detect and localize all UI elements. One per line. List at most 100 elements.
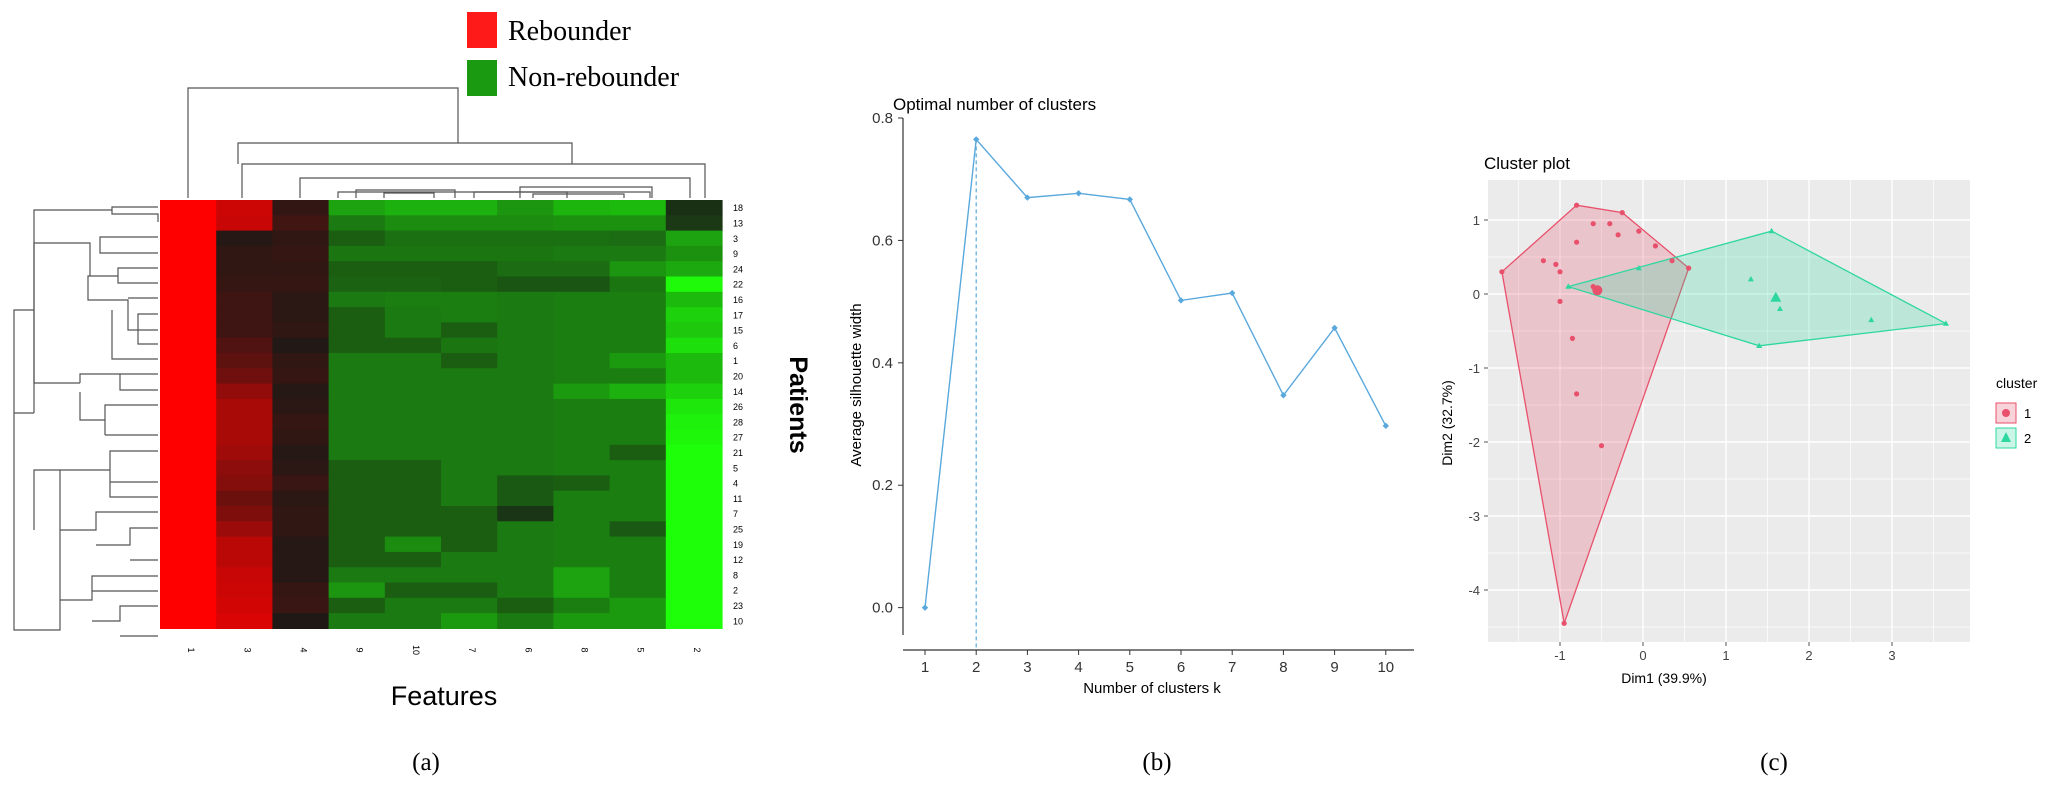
cluster-2-point: [1942, 320, 1949, 326]
heatmap-cell: [216, 551, 273, 568]
heatmap-cell: [665, 551, 723, 568]
heatmap-cell: [497, 215, 554, 232]
silhouette-point: [1075, 190, 1082, 197]
heatmap-cell: [553, 414, 611, 431]
row-dendrogram-branch: [99, 236, 158, 254]
column-dendrogram: [187, 87, 706, 198]
panel-c-x-tick-label: -1: [1554, 648, 1566, 663]
heatmap-row-label: 12: [733, 555, 743, 565]
heatmap-cell: [665, 460, 723, 476]
heatmap-cell: [665, 597, 723, 614]
heatmap-cell: [328, 582, 386, 599]
heatmap-cell: [497, 383, 554, 400]
heatmap-cell: [216, 261, 273, 278]
heatmap-cell: [216, 291, 273, 308]
heatmap-cell: [665, 261, 723, 278]
heatmap-cell: [665, 414, 723, 431]
heatmap-cell: [384, 353, 442, 369]
heatmap-cell: [272, 291, 330, 308]
heatmap-cell: [553, 597, 611, 614]
panel-c-y-tick-label: 0: [1473, 287, 1480, 302]
heatmap-cell: [272, 245, 330, 262]
cluster-1-point: [1540, 258, 1546, 264]
heatmap-column-labels: 1 3 4 9 10 7 6 8 5 2: [186, 645, 702, 655]
heatmap-row-label: 26: [733, 402, 743, 412]
heatmap-row-label: 22: [733, 280, 743, 290]
heatmap-cell: [328, 567, 386, 584]
row-dendrogram-branch: [111, 297, 158, 360]
heatmap-cell: [441, 337, 498, 354]
column-dendrogram-branch: [237, 142, 573, 164]
heatmap-column-label: 10: [411, 645, 421, 655]
heatmap-cell: [665, 490, 723, 507]
heatmap-cell: [328, 506, 386, 522]
heatmap-column-label: 4: [299, 647, 309, 652]
heatmap-row-label: 14: [733, 387, 743, 397]
heatmap-cell: [497, 230, 554, 247]
heatmap-cell: [384, 536, 442, 553]
heatmap-cell: [272, 307, 330, 323]
panel-b: Optimal number of clusters 0.00.20.40.60…: [848, 95, 1414, 776]
heatmap-cell: [497, 460, 554, 476]
heatmap-cell: [328, 368, 386, 385]
heatmap-cell: [609, 460, 667, 476]
heatmap-cell: [665, 444, 723, 461]
panel-c-y-tick-label: -1: [1468, 361, 1480, 376]
panel-b-x-tick-label: 3: [1023, 659, 1031, 676]
heatmap-cell: [553, 276, 611, 293]
heatmap-y-title: Patients: [784, 356, 812, 453]
heatmap-cell: [553, 521, 611, 538]
heatmap-cell: [609, 444, 667, 461]
heatmap-cell: [384, 460, 442, 476]
heatmap-cell: [160, 475, 217, 492]
heatmap-cell: [328, 245, 386, 262]
heatmap-cell: [160, 337, 217, 354]
heatmap-cell: [160, 429, 217, 446]
row-dendrogram-branch: [60, 450, 158, 498]
heatmap-cell: [272, 398, 330, 415]
heatmap-cell: [441, 582, 498, 599]
heatmap-cell: [384, 582, 442, 599]
panel-b-x-tick-label: 8: [1279, 659, 1287, 676]
heatmap-cell: [553, 261, 611, 278]
heatmap-row-label: 24: [733, 264, 743, 274]
heatmap-cell: [553, 368, 611, 385]
heatmap-cell: [328, 261, 386, 278]
column-dendrogram-branch: [299, 177, 691, 198]
cluster-1-point: [1557, 298, 1563, 304]
heatmap-cell: [497, 414, 554, 431]
panel-a-caption: (a): [412, 749, 440, 776]
heatmap-cell: [216, 353, 273, 369]
heatmap-cell: [216, 398, 273, 415]
heatmap-cell: [272, 230, 330, 247]
heatmap-cell: [553, 506, 611, 522]
heatmap-column-label: 7: [467, 647, 477, 652]
heatmap-cell: [384, 597, 442, 614]
heatmap-cell: [609, 200, 667, 216]
heatmap-cell: [160, 582, 217, 599]
heatmap-cell: [441, 261, 498, 278]
heatmap-cell: [384, 521, 442, 538]
heatmap-cell: [272, 429, 330, 446]
cluster-1-point: [1615, 232, 1621, 238]
heatmap-cell: [272, 322, 330, 339]
heatmap-cell: [665, 506, 723, 522]
column-dendrogram-branch: [241, 163, 706, 198]
heatmap-cell: [553, 444, 611, 461]
heatmap-cell: [272, 444, 330, 461]
panel-b-y-tick-label: 0.0: [872, 600, 893, 617]
heatmap-cell: [441, 444, 498, 461]
heatmap-cell: [160, 460, 217, 476]
heatmap-row-label: 21: [733, 448, 743, 458]
heatmap-cell: [609, 230, 667, 247]
heatmap-cell: [328, 414, 386, 431]
heatmap-cell: [441, 613, 498, 629]
heatmap-cell: [160, 567, 217, 584]
heatmap-cell: [497, 245, 554, 262]
heatmap-cell: [384, 444, 442, 461]
heatmap-cell: [497, 398, 554, 415]
silhouette-point: [1024, 194, 1031, 201]
heatmap-cell: [497, 582, 554, 599]
heatmap-cell: [384, 245, 442, 262]
